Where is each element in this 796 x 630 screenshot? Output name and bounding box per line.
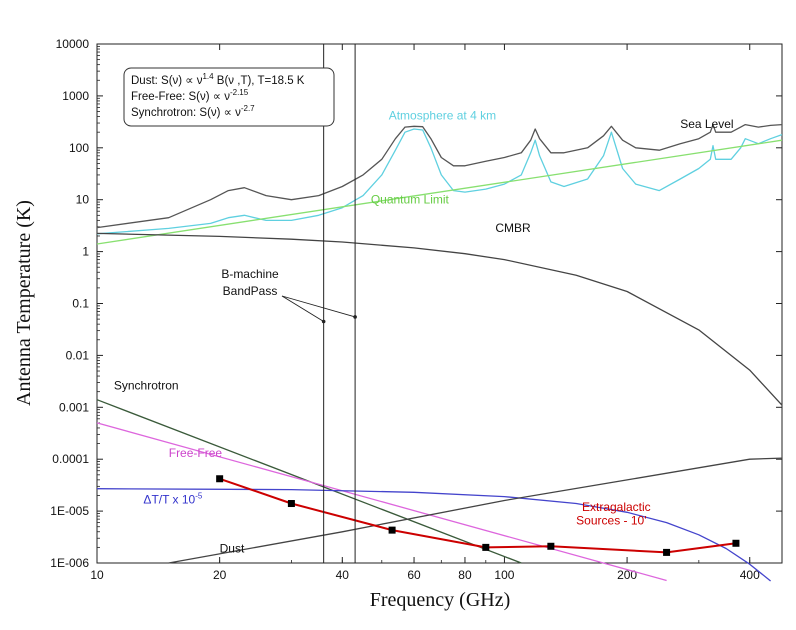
y-tick-label: 0.01	[66, 348, 90, 362]
annotation-atmosphere-at-4-km: Atmosphere at 4 km	[389, 109, 496, 123]
y-tick-label: 1000	[62, 89, 89, 103]
annotation-sources-10: Sources - 10'	[576, 514, 646, 528]
annotation-cmbr: CMBR	[495, 221, 531, 235]
series-extragalactic-sources-10-point	[663, 548, 671, 556]
y-tick-label: 1E-006	[50, 556, 89, 570]
annotation-t-t-x-10: ΔT/T x 10-5	[143, 492, 202, 507]
annotation-quantum-limit: Quantum Limit	[371, 192, 450, 206]
annotation-free-free: Free-Free	[169, 446, 223, 460]
annotation-synchrotron: Synchrotron	[114, 379, 179, 393]
series-extragalactic-sources-10-point	[287, 500, 295, 508]
series-extragalactic-sources-10-point	[547, 542, 555, 550]
legend-entry: Synchrotron: S(ν) ∝ ν-2.7	[131, 104, 255, 119]
annotation-sea-level: Sea Level	[680, 117, 733, 131]
series-cmbr-line	[96, 232, 783, 406]
series-extragalactic-sources-10-point	[732, 539, 740, 547]
series-extragalactic-sources-10-point	[482, 543, 490, 551]
annotation-extragalactic: Extragalactic	[582, 500, 651, 514]
legend-box	[123, 67, 335, 127]
bandpass-pointer	[281, 295, 356, 318]
x-tick-label: 80	[458, 568, 472, 582]
series-dust-line	[168, 457, 783, 564]
annotation-dust: Dust	[220, 541, 245, 555]
legend-entry: Free-Free: S(ν) ∝ ν-2.15	[131, 88, 249, 103]
bandpass-pointer	[281, 295, 324, 322]
x-tick-label: 20	[213, 568, 227, 582]
x-tick-label: 100	[494, 568, 514, 582]
plot-area	[96, 43, 783, 564]
x-tick-label: 40	[336, 568, 350, 582]
series-extragalactic-sources-10-point	[388, 526, 396, 534]
series-extragalactic-sources-10-point	[216, 475, 224, 483]
series-free-free-line	[96, 422, 667, 582]
bandpass-label-line1: B-machine	[221, 267, 279, 281]
y-tick-label: 1E-005	[50, 504, 89, 518]
bandpass-pointer-dot	[321, 319, 326, 324]
x-tick-label: 10	[90, 568, 104, 582]
y-tick-label: 0.001	[59, 400, 89, 414]
x-axis-label: Frequency (GHz)	[370, 589, 511, 611]
series-quantum-limit-line	[96, 139, 783, 245]
series-atmosphere-at-4-km-line	[96, 128, 783, 235]
y-tick-label: 0.0001	[52, 452, 89, 466]
legend-entry: Dust: S(ν) ∝ ν1.4 B(ν ,T), T=18.5 K	[131, 72, 305, 87]
x-tick-label: 60	[407, 568, 421, 582]
y-tick-label: 0.1	[72, 297, 89, 311]
y-axis-label: Antenna Temperature (K)	[13, 200, 35, 406]
y-tick-label: 100	[69, 141, 89, 155]
bandpass-pointer-dot	[353, 315, 357, 319]
bandpass-label-line2: BandPass	[223, 284, 278, 298]
x-tick-label: 400	[740, 568, 760, 582]
series-sea-level-line	[96, 123, 783, 229]
y-tick-label: 10000	[56, 37, 90, 51]
y-tick-label: 10	[76, 193, 90, 207]
y-tick-label: 1	[82, 245, 89, 259]
series-t-t-x-10-5-line	[96, 488, 772, 582]
